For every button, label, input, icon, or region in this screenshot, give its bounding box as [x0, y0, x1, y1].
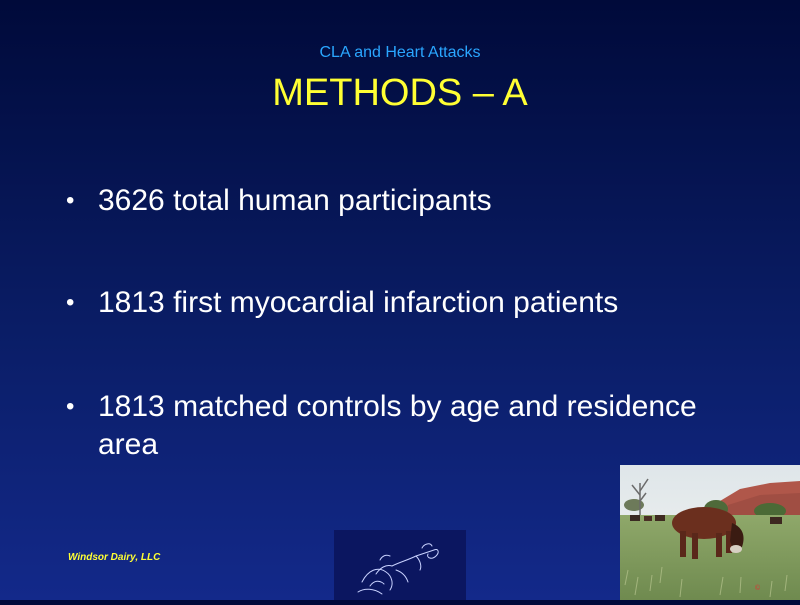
bullet-text: 3626 total human participants — [98, 182, 756, 220]
slide-subtitle: CLA and Heart Attacks — [0, 44, 800, 62]
photo-watermark: © — [755, 584, 761, 592]
bullet-text: 1813 matched controls by age and residen… — [98, 388, 756, 464]
photo-drawing: © — [620, 465, 800, 600]
slide-title: METHODS – A — [0, 70, 800, 116]
bullet-symbol: • — [66, 182, 86, 220]
bullet-symbol: • — [66, 388, 86, 426]
bullet-text: 1813 first myocardial infarction patient… — [98, 284, 756, 322]
footer-company: Windsor Dairy, LLC — [68, 552, 160, 563]
logo-drawing — [334, 530, 466, 600]
bullet-item: • 3626 total human participants — [66, 182, 756, 220]
line-drawing-logo — [334, 530, 466, 600]
bullet-symbol: • — [66, 284, 86, 322]
bullet-item: • 1813 first myocardial infarction patie… — [66, 284, 756, 322]
bullet-item: • 1813 matched controls by age and resid… — [66, 388, 756, 464]
cattle-grazing-photo: © — [620, 465, 800, 600]
